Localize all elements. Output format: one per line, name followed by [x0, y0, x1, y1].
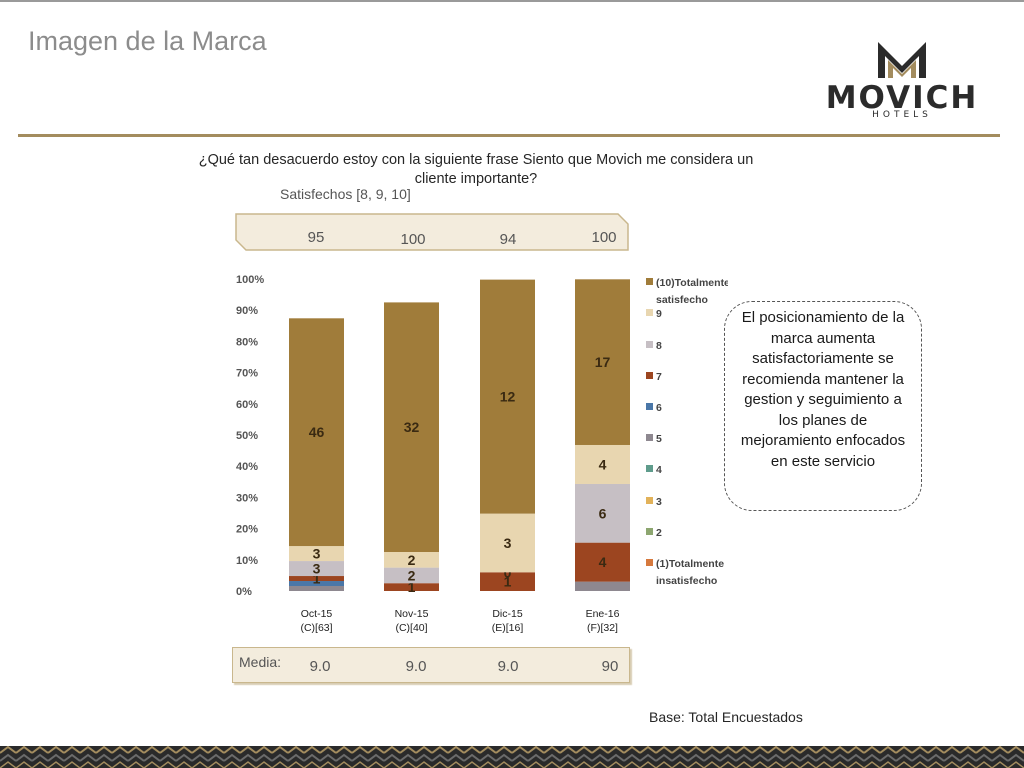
y-tick-label: 40%: [236, 461, 258, 473]
legend-label: 6: [656, 402, 662, 414]
media-label: Media:: [239, 654, 282, 670]
legend-label: 2: [656, 527, 662, 539]
y-tick-label: 10%: [236, 555, 258, 567]
y-tick-label: 100%: [236, 274, 264, 286]
data-label: 0: [504, 564, 512, 580]
y-tick-label: 30%: [236, 492, 258, 504]
data-label: 12: [500, 389, 516, 405]
bar-segment: [480, 513, 535, 573]
legend-swatch: [646, 465, 653, 472]
data-label: 3: [313, 561, 321, 577]
bar-segment: [384, 567, 439, 584]
satisfied-banner: [235, 213, 629, 251]
x-tick-label: Dic-15: [492, 608, 523, 620]
legend-label: insatisfecho: [656, 575, 717, 587]
bar-segment: [480, 279, 535, 514]
x-tick-label: (C)[40]: [395, 622, 427, 634]
x-tick-label: (C)[63]: [300, 622, 332, 634]
data-label: 3: [504, 535, 512, 551]
y-tick-label: 20%: [236, 524, 258, 536]
top-rule: [0, 0, 1024, 2]
satisfied-value: 94: [499, 231, 517, 248]
bar-segment: [289, 576, 344, 582]
bar-segment: [289, 586, 344, 591]
survey-question: ¿Qué tan desacuerdo estoy con la siguien…: [198, 152, 754, 187]
y-tick-label: 90%: [236, 305, 258, 317]
logo-wordmark: MOVICH: [825, 80, 979, 116]
media-value: 9.0: [497, 658, 519, 675]
y-tick-label: 50%: [236, 430, 258, 442]
x-tick-label: (E)[16]: [492, 622, 524, 634]
insight-callout: El posicionamiento de la marca aumenta s…: [724, 301, 922, 511]
data-label: 32: [404, 419, 420, 435]
data-label: 2: [408, 567, 416, 583]
legend-swatch: [646, 372, 653, 379]
legend-swatch: [646, 434, 653, 441]
media-value: 9.0: [309, 658, 331, 675]
logo-subtitle: HOTELS: [872, 110, 932, 120]
bar-segment: [289, 546, 344, 562]
bar-segment: [384, 583, 439, 591]
footer-pattern: [0, 746, 1024, 768]
x-tick-label: (F)[32]: [587, 622, 618, 634]
slide-title: Imagen de la Marca: [28, 26, 267, 56]
media-value: 9.0: [405, 658, 427, 675]
legend-label: (10)Totalmente: [656, 277, 728, 289]
bar-segment: [575, 444, 630, 484]
stacked-bar-chart: 0%10%20%30%40%50%60%70%80%90%100%13346Oc…: [236, 274, 728, 634]
bar-segment: [289, 561, 344, 577]
bar-segment: [289, 581, 344, 587]
bar-segment: [575, 542, 630, 582]
legend-label: 9: [656, 308, 662, 320]
legend-swatch: [646, 559, 653, 566]
legend-label: (1)Totalmente: [656, 558, 724, 570]
legend-label: 3: [656, 496, 662, 508]
legend-swatch: [646, 309, 653, 316]
legend-swatch: [646, 278, 653, 285]
bar-segment: [575, 581, 630, 591]
legend-swatch: [646, 497, 653, 504]
data-label: 1: [408, 579, 416, 595]
data-label: 46: [309, 424, 325, 440]
data-label: 1: [313, 571, 321, 587]
satisfied-label: Satisfechos [8, 9, 10]: [280, 186, 411, 202]
data-label: 17: [595, 354, 611, 370]
satisfied-value: 95: [307, 229, 325, 246]
data-label: 2: [408, 552, 416, 568]
legend-label: 8: [656, 340, 662, 352]
data-label: 4: [599, 456, 607, 472]
base-note: Base: Total Encuestados: [649, 709, 803, 725]
satisfied-value: 100: [400, 231, 426, 248]
bar-segment: [575, 279, 630, 445]
data-label: 1: [504, 574, 512, 590]
x-tick-label: Oct-15: [301, 608, 333, 620]
y-tick-label: 60%: [236, 399, 258, 411]
x-tick-label: Nov-15: [395, 608, 429, 620]
legend-label: satisfecho: [656, 294, 708, 306]
legend-swatch: [646, 341, 653, 348]
legend-label: 4: [656, 464, 662, 476]
header-divider: [18, 134, 1000, 137]
x-tick-label: Ene-16: [586, 608, 620, 620]
data-label: 4: [599, 554, 607, 570]
data-label: 3: [313, 546, 321, 562]
legend-label: 5: [656, 433, 662, 445]
bar-segment: [289, 318, 344, 547]
legend-swatch: [646, 528, 653, 535]
media-banner: [232, 647, 630, 683]
y-tick-label: 0%: [236, 586, 252, 598]
bar-segment: [575, 483, 630, 543]
bar-segment: [384, 552, 439, 568]
legend-swatch: [646, 403, 653, 410]
legend-label: 7: [656, 371, 662, 383]
media-value: 90: [601, 658, 619, 675]
y-tick-label: 80%: [236, 336, 258, 348]
movich-emblem-icon: [878, 42, 926, 78]
y-tick-label: 70%: [236, 368, 258, 380]
movich-logo: MOVICH HOTELS: [816, 38, 988, 120]
bar-segment: [480, 572, 535, 591]
bar-segment: [384, 302, 439, 552]
satisfied-value: 100: [591, 229, 617, 246]
data-label: 6: [599, 505, 607, 521]
